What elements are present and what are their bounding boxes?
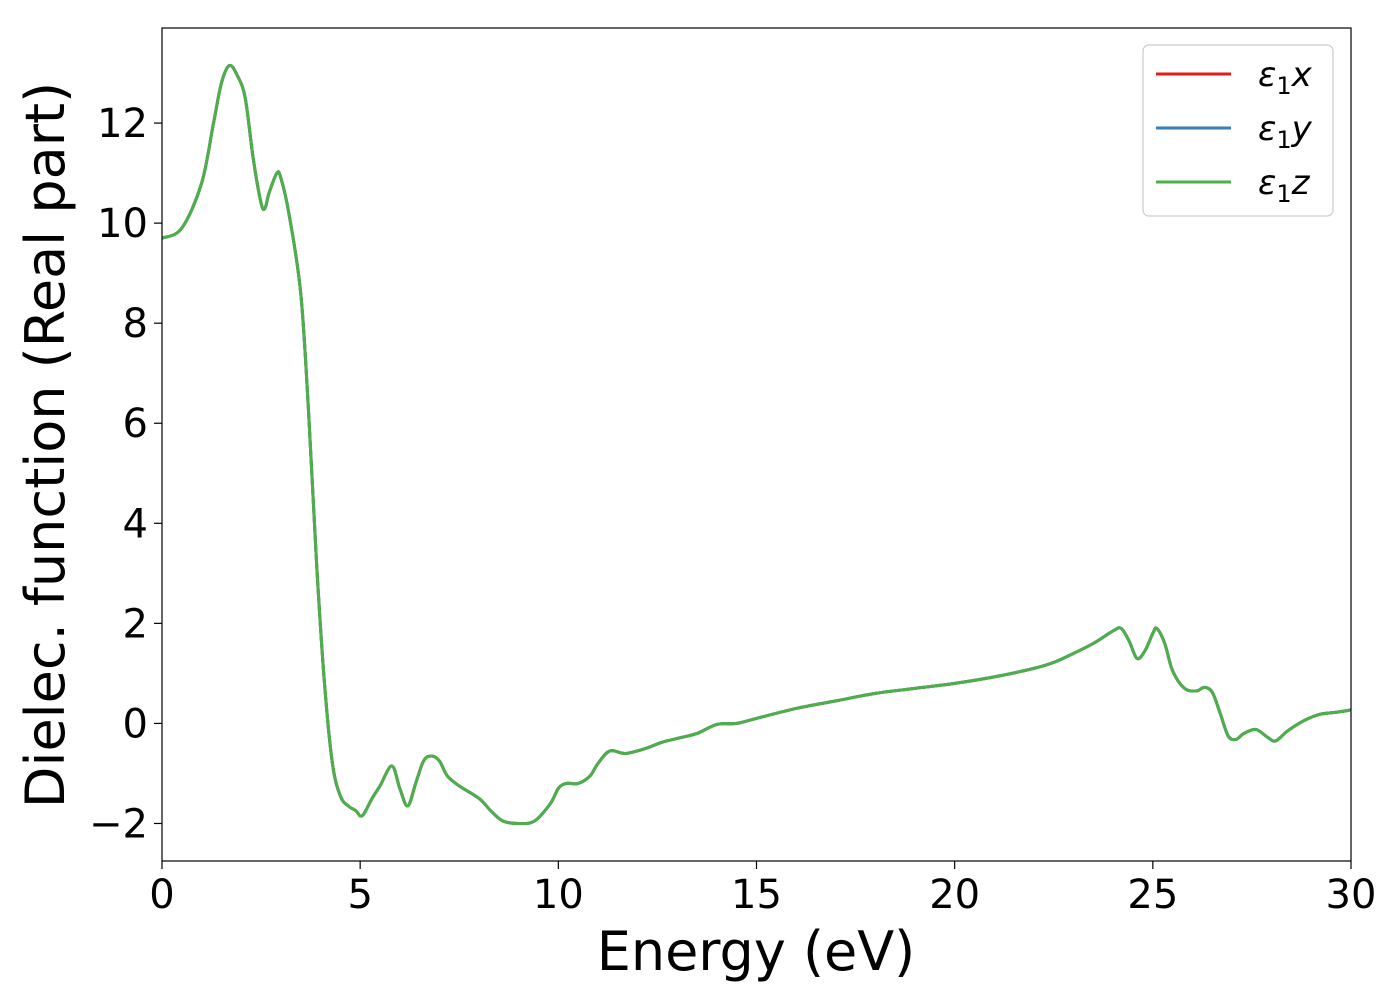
legend-label: ε1z xyxy=(1258,163,1311,208)
x-axis-ticks: 0 5 10 15 20 25 30 xyxy=(149,861,1376,918)
y-tick-label: 10 xyxy=(97,201,148,247)
x-axis-label: Energy (eV) xyxy=(597,920,916,983)
series-line-e1z xyxy=(161,63,1352,826)
legend-label-suffix: y xyxy=(1291,109,1313,149)
series-layer xyxy=(161,63,1352,826)
y-axis-ticks: −2 0 2 4 6 8 10 12 xyxy=(89,101,162,847)
legend-label-base: ε xyxy=(1258,55,1276,95)
legend-box xyxy=(1142,44,1334,217)
y-axis-label: Dielec. function (Real part) xyxy=(14,82,77,808)
x-tick-label: 5 xyxy=(347,872,372,918)
y-tick-label: 4 xyxy=(123,501,148,547)
legend-entry-e1z: ε1z xyxy=(1156,163,1311,208)
legend-label-base: ε xyxy=(1258,163,1276,203)
legend-label-base: ε xyxy=(1258,109,1276,149)
y-tick-label: 6 xyxy=(123,401,148,447)
x-tick-label: 15 xyxy=(731,872,782,918)
x-tick-label: 0 xyxy=(149,872,174,918)
x-tick-label: 10 xyxy=(533,872,584,918)
y-tick-label: −2 xyxy=(89,801,148,847)
legend-label-suffix: x xyxy=(1291,55,1313,95)
legend-label-suffix: z xyxy=(1291,163,1311,203)
x-tick-label: 30 xyxy=(1326,872,1377,918)
y-tick-label: 2 xyxy=(123,601,148,647)
y-tick-label: 8 xyxy=(123,301,148,347)
legend-label: ε1x xyxy=(1258,55,1313,100)
x-tick-label: 25 xyxy=(1127,872,1178,918)
legend-entry-e1x: ε1x xyxy=(1156,55,1313,100)
y-tick-label: 12 xyxy=(97,101,148,147)
x-tick-label: 20 xyxy=(929,872,980,918)
legend-entry-e1y: ε1y xyxy=(1156,109,1313,154)
legend-label: ε1y xyxy=(1258,109,1313,154)
y-tick-label: 0 xyxy=(123,701,148,747)
legend-label-subscript: 1 xyxy=(1276,180,1291,208)
legend-label-subscript: 1 xyxy=(1276,72,1291,100)
legend-label-subscript: 1 xyxy=(1276,126,1291,154)
